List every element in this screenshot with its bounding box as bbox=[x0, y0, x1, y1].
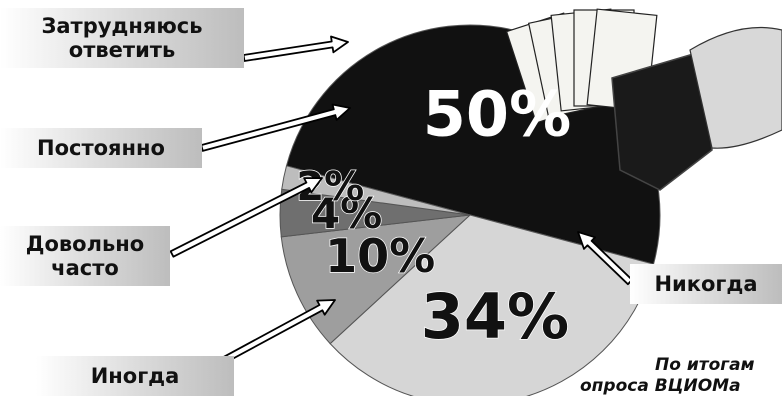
arrow-unsure bbox=[242, 35, 349, 62]
callout-arrows bbox=[169, 35, 633, 376]
arrow-never bbox=[577, 231, 633, 286]
label-sometimes: Иногда bbox=[36, 356, 234, 396]
money-wallet-illustration bbox=[505, 8, 782, 191]
wallet bbox=[611, 51, 713, 191]
source-line-1: По итогам bbox=[655, 355, 755, 375]
percent-label-3: 4% bbox=[311, 189, 382, 238]
label-always: Постоянно bbox=[0, 128, 202, 168]
label-never: Никогда bbox=[630, 264, 782, 304]
arrow-often bbox=[169, 177, 323, 258]
percent-labels: 50%34%10%4%2% bbox=[296, 78, 572, 354]
source-line-2: опроса ВЦИОМа bbox=[580, 376, 741, 396]
percent-label-2: 10% bbox=[325, 229, 435, 283]
arrow-always bbox=[200, 103, 351, 152]
slice-2 bbox=[280, 214, 472, 345]
hand bbox=[689, 27, 782, 149]
percent-label-1: 34% bbox=[421, 280, 569, 353]
label-unsure: Затрудняюсь ответить bbox=[0, 8, 244, 68]
slice-4 bbox=[281, 165, 471, 216]
label-often: Довольно часто bbox=[0, 226, 170, 286]
percent-label-0: 50% bbox=[423, 78, 571, 151]
slice-1 bbox=[329, 214, 655, 396]
